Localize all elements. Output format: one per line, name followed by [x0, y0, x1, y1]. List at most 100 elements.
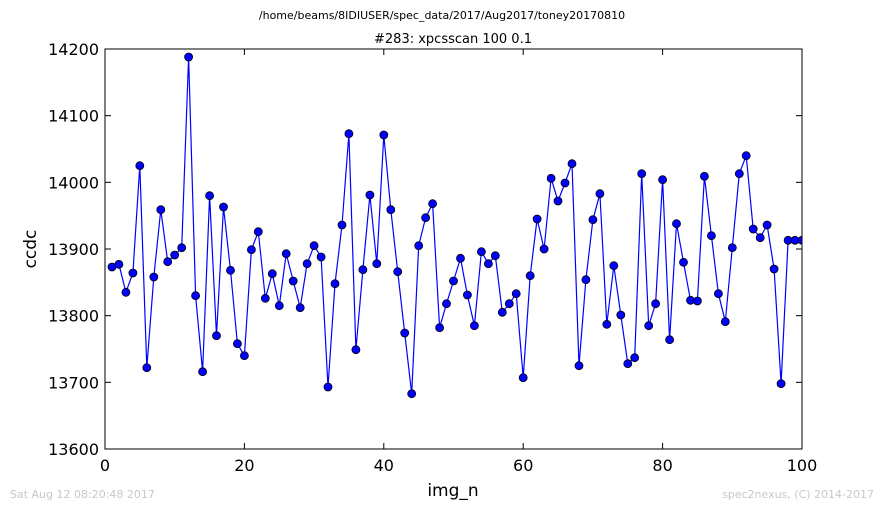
data-point	[170, 250, 180, 260]
data-point	[644, 321, 654, 331]
data-point	[442, 299, 451, 309]
y-tick-label: 13700	[48, 373, 99, 392]
data-point	[651, 299, 660, 309]
data-point	[693, 296, 702, 306]
data-point	[595, 189, 605, 199]
data-point	[421, 213, 431, 223]
data-point	[727, 243, 737, 253]
data-point	[414, 241, 424, 251]
data-point	[504, 299, 514, 309]
data-point	[253, 227, 263, 237]
data-point	[476, 247, 486, 257]
y-tick-label: 14200	[48, 40, 99, 59]
data-point	[379, 130, 389, 140]
data-point	[769, 264, 779, 274]
data-point	[351, 345, 361, 355]
data-point	[462, 290, 472, 300]
data-point	[539, 244, 549, 254]
y-tick-label: 13900	[48, 240, 99, 259]
data-point	[191, 291, 201, 301]
data-point	[560, 178, 570, 188]
data-point	[239, 351, 249, 361]
x-tick-label: 100	[787, 456, 818, 475]
data-point	[309, 241, 319, 251]
x-tick-label: 0	[100, 456, 110, 475]
data-point	[267, 269, 277, 279]
data-point	[128, 268, 138, 278]
plot-frame	[104, 48, 803, 450]
plot-area	[107, 52, 802, 399]
series-line	[111, 56, 802, 394]
data-point	[184, 52, 194, 62]
data-point	[393, 267, 403, 277]
data-point	[226, 265, 235, 275]
data-point	[149, 272, 159, 282]
data-point	[428, 199, 438, 209]
data-point	[198, 367, 208, 377]
data-point	[797, 235, 802, 245]
data-point	[748, 224, 758, 234]
data-point	[372, 259, 382, 269]
data-point	[497, 307, 507, 317]
data-point	[588, 215, 598, 225]
data-point	[288, 276, 298, 286]
y-axis-ticks: 13600 13700 13800 13900 14000 14100 14200	[48, 40, 802, 459]
data-point	[246, 245, 256, 255]
series-markers	[107, 52, 802, 399]
data-point	[623, 359, 633, 369]
data-point	[741, 151, 751, 161]
data-point	[274, 301, 284, 311]
data-point	[483, 259, 493, 269]
y-tick-label: 13800	[48, 307, 99, 326]
data-point	[679, 257, 688, 267]
data-point	[714, 289, 723, 299]
data-point	[574, 361, 584, 371]
data-point	[435, 323, 445, 333]
footer-timestamp: Sat Aug 12 08:20:48 2017	[10, 488, 155, 501]
x-tick-label: 60	[513, 456, 533, 475]
data-point	[469, 321, 479, 331]
data-point	[295, 303, 305, 313]
data-point	[358, 265, 368, 275]
data-point	[532, 214, 542, 224]
data-point	[658, 175, 667, 185]
data-point	[665, 335, 674, 345]
data-point	[602, 319, 612, 329]
data-point	[609, 261, 619, 271]
data-point	[205, 191, 215, 201]
data-point	[219, 202, 228, 212]
footer-credit: spec2nexus, (C) 2014-2017	[722, 488, 874, 501]
data-point	[330, 279, 340, 289]
data-point	[567, 159, 577, 169]
data-point	[490, 251, 500, 261]
data-point	[776, 379, 786, 389]
data-point	[720, 317, 730, 327]
data-point	[386, 205, 396, 215]
data-point	[135, 161, 145, 171]
x-tick-label: 80	[652, 456, 672, 475]
data-point	[337, 220, 347, 230]
data-point	[400, 328, 410, 338]
data-point	[546, 173, 556, 183]
chart-suptitle: /home/beams/8IDIUSER/spec_data/2017/Aug2…	[259, 9, 625, 22]
y-axis-label: ccdc	[21, 230, 41, 269]
data-point	[762, 220, 772, 230]
data-point	[511, 289, 521, 299]
data-point	[407, 389, 417, 399]
data-point	[734, 169, 744, 179]
data-point	[302, 259, 312, 269]
y-tick-label: 14100	[48, 107, 99, 126]
data-point	[212, 331, 221, 341]
data-point	[344, 129, 354, 139]
data-point	[323, 382, 333, 392]
chart-title: #283: xpcsscan 100 0.1	[374, 32, 532, 47]
data-point	[281, 249, 291, 259]
data-point	[630, 353, 640, 363]
data-point	[616, 310, 626, 320]
y-tick-label: 14000	[48, 173, 99, 192]
data-point	[114, 259, 124, 269]
data-point	[142, 363, 152, 373]
data-point	[672, 219, 681, 229]
data-point	[700, 171, 709, 181]
